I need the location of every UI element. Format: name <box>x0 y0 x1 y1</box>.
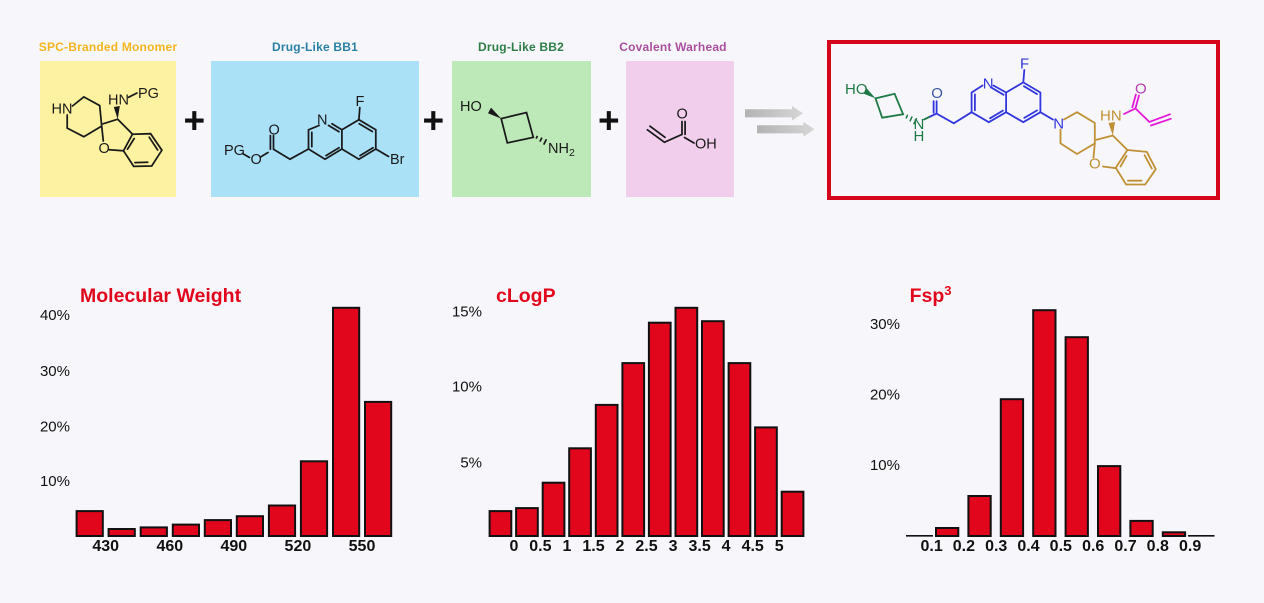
svg-text:2: 2 <box>616 538 625 555</box>
svg-text:3.5: 3.5 <box>688 538 710 555</box>
svg-text:40%: 40% <box>40 307 70 324</box>
svg-text:cLogP: cLogP <box>496 285 556 307</box>
svg-text:4: 4 <box>722 538 731 555</box>
svg-text:HN: HN <box>1100 108 1122 125</box>
svg-text:HO: HO <box>845 81 868 98</box>
svg-text:N: N <box>914 116 925 133</box>
svg-text:0.4: 0.4 <box>1017 538 1039 555</box>
svg-text:0.5: 0.5 <box>529 538 551 555</box>
svg-text:20%: 20% <box>870 386 900 403</box>
svg-text:O: O <box>931 85 943 102</box>
svg-text:20%: 20% <box>40 418 70 435</box>
svg-text:O: O <box>1089 156 1101 173</box>
svg-text:0.3: 0.3 <box>985 538 1007 555</box>
svg-text:1: 1 <box>563 538 572 555</box>
svg-text:N: N <box>317 113 327 129</box>
svg-text:490: 490 <box>220 538 247 555</box>
svg-text:0.7: 0.7 <box>1114 538 1136 555</box>
svg-text:5: 5 <box>775 538 784 555</box>
svg-text:0.8: 0.8 <box>1147 538 1169 555</box>
svg-text:460: 460 <box>156 538 183 555</box>
svg-text:3: 3 <box>669 538 678 555</box>
svg-text:OH: OH <box>695 137 717 153</box>
svg-text:HN: HN <box>108 93 129 109</box>
svg-text:15%: 15% <box>452 304 482 321</box>
svg-text:10%: 10% <box>870 457 900 474</box>
svg-text:O: O <box>269 123 280 139</box>
svg-text:Fsp3: Fsp3 <box>910 283 952 307</box>
svg-text:HO: HO <box>460 99 482 115</box>
svg-text:0.2: 0.2 <box>953 538 975 555</box>
svg-text:550: 550 <box>349 538 376 555</box>
svg-text:O: O <box>99 141 110 157</box>
svg-text:0.5: 0.5 <box>1050 538 1072 555</box>
svg-text:5%: 5% <box>460 454 482 471</box>
svg-text:O: O <box>1135 81 1147 98</box>
svg-text:PG: PG <box>138 86 159 102</box>
svg-text:F: F <box>356 94 365 110</box>
svg-text:2.5: 2.5 <box>635 538 657 555</box>
svg-text:10%: 10% <box>40 473 70 490</box>
svg-text:H: H <box>914 128 925 145</box>
svg-text:Molecular Weight: Molecular Weight <box>80 285 242 307</box>
svg-text:4.5: 4.5 <box>742 538 764 555</box>
svg-text:HN: HN <box>52 102 73 118</box>
svg-text:N: N <box>983 76 994 93</box>
svg-text:520: 520 <box>285 538 312 555</box>
svg-text:10%: 10% <box>452 379 482 396</box>
svg-text:Br: Br <box>390 152 405 168</box>
svg-text:O: O <box>251 152 262 168</box>
svg-text:430: 430 <box>92 538 119 555</box>
svg-text:0.1: 0.1 <box>920 538 942 555</box>
svg-text:0.9: 0.9 <box>1179 538 1201 555</box>
svg-text:0.6: 0.6 <box>1082 538 1104 555</box>
svg-text:N: N <box>1053 116 1064 133</box>
svg-text:1.5: 1.5 <box>582 538 604 555</box>
svg-text:30%: 30% <box>40 363 70 380</box>
svg-text:F: F <box>1020 56 1029 73</box>
svg-text:PG: PG <box>224 143 245 159</box>
svg-text:NH2: NH2 <box>548 141 575 159</box>
svg-text:O: O <box>677 107 688 123</box>
svg-text:30%: 30% <box>870 316 900 333</box>
svg-text:0: 0 <box>509 538 518 555</box>
